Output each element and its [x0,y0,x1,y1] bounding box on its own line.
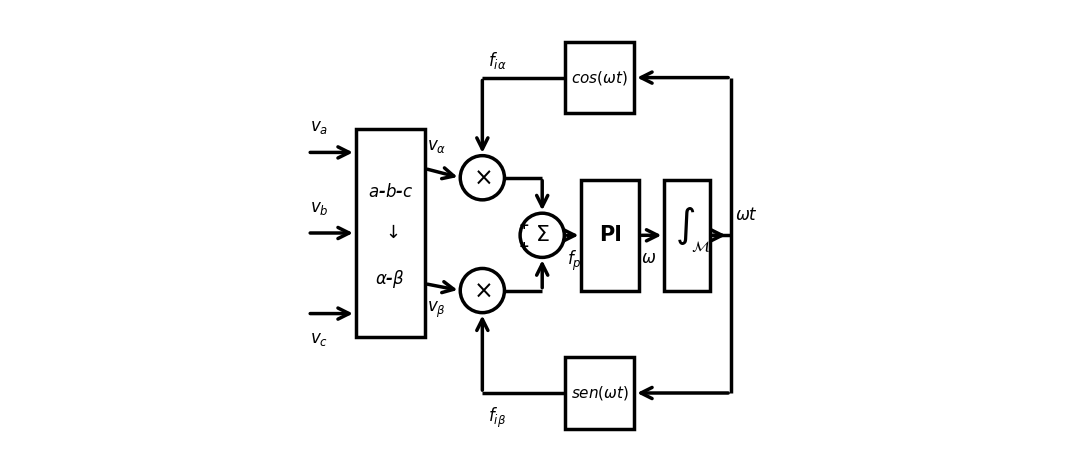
Bar [565,42,634,113]
Text: $f_{i\beta}$: $f_{i\beta}$ [488,406,506,431]
Text: PI: PI [599,225,621,245]
Text: $\omega$: $\omega$ [642,249,657,267]
Text: $sen(\omega t)$: $sen(\omega t)$ [570,384,629,402]
Circle shape [520,213,564,257]
Text: $f_p$: $f_p$ [567,248,581,273]
Text: $f_{i\alpha}$: $f_{i\alpha}$ [488,49,506,71]
Text: $\mathit{a}$-$\mathit{b}$-$\mathit{c}$: $\mathit{a}$-$\mathit{b}$-$\mathit{c}$ [368,183,413,200]
Bar [581,180,639,291]
Text: $\int$: $\int$ [675,205,695,247]
Text: $v_b$: $v_b$ [310,199,328,217]
Text: +: + [518,219,529,232]
Text: $v_a$: $v_a$ [310,118,328,136]
Text: $\mathit{\alpha}$-$\mathit{\beta}$: $\mathit{\alpha}$-$\mathit{\beta}$ [375,267,405,289]
Text: $\Sigma$: $\Sigma$ [535,225,549,245]
Text: $\downarrow$: $\downarrow$ [382,224,399,242]
Circle shape [461,268,504,313]
Text: $v_{\beta}$: $v_{\beta}$ [427,300,446,321]
Text: $\times$: $\times$ [473,166,491,190]
Text: $v_{\alpha}$: $v_{\alpha}$ [427,137,447,156]
Bar [664,180,710,291]
Text: +: + [518,240,529,254]
Text: $\times$: $\times$ [473,279,491,302]
Text: $\omega t$: $\omega t$ [734,206,758,224]
Text: $v_c$: $v_c$ [310,330,327,348]
Text: $\mathcal{M}$: $\mathcal{M}$ [691,240,710,254]
Text: $cos(\omega t)$: $cos(\omega t)$ [571,69,628,87]
Bar [356,130,424,336]
Bar [565,357,634,429]
Circle shape [461,156,504,200]
